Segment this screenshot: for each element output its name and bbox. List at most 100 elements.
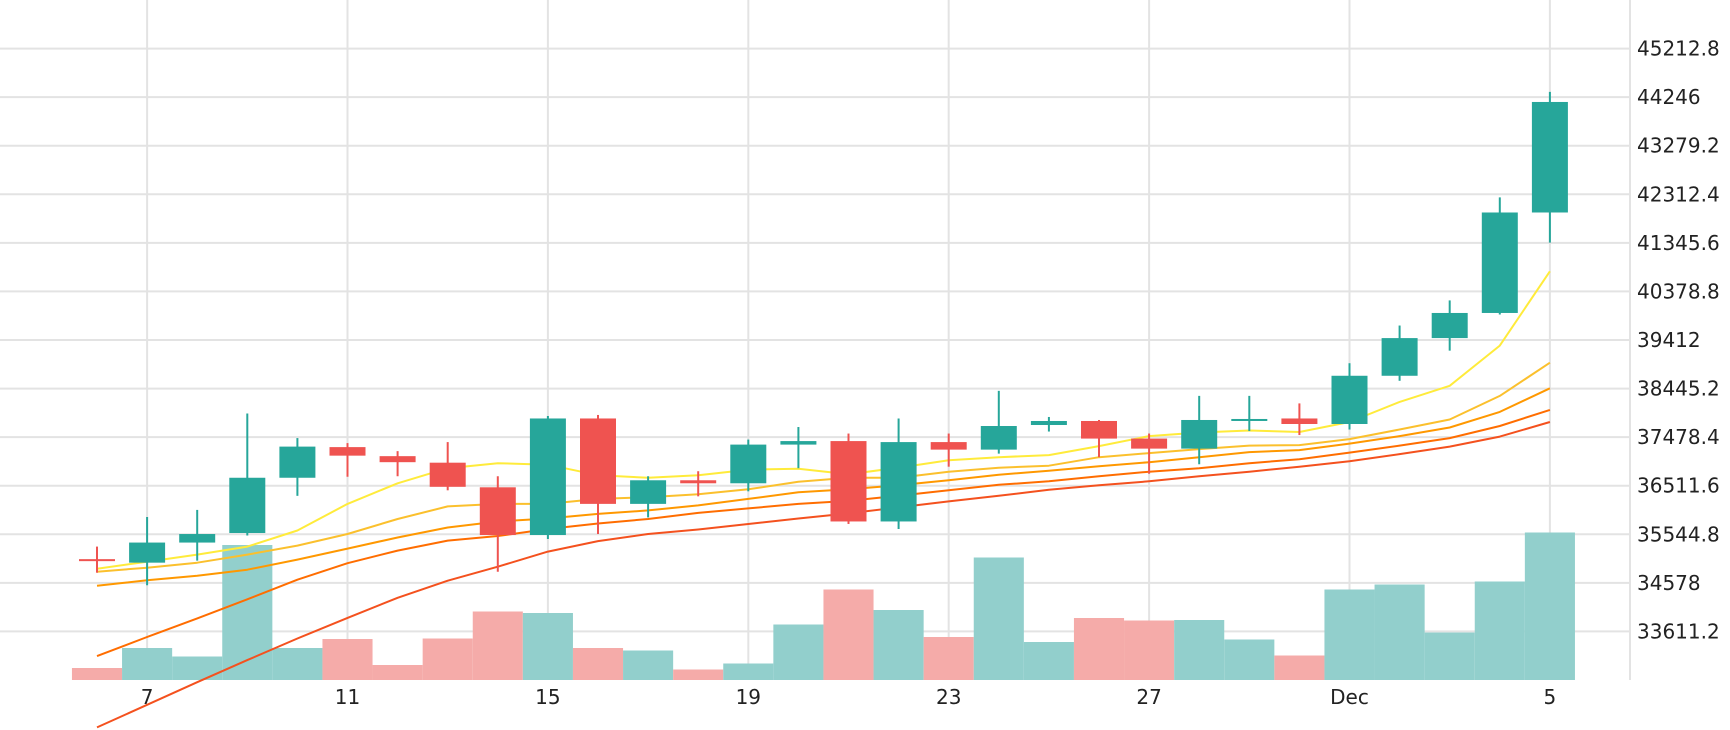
- candle-body: [1231, 418, 1268, 421]
- candle: [1030, 416, 1067, 432]
- candle-body: [1381, 338, 1418, 376]
- candle-body: [129, 542, 166, 563]
- candles: [79, 91, 1568, 586]
- candle: [980, 390, 1017, 454]
- x-tick-label: 15: [535, 685, 560, 709]
- moving-average-line: [96, 270, 1551, 570]
- y-tick-label: 34578: [1637, 571, 1701, 595]
- candle: [179, 509, 216, 561]
- candle: [129, 516, 166, 586]
- candle-body: [529, 418, 566, 536]
- volume-bar: [272, 648, 323, 680]
- volume-bar: [1524, 532, 1575, 680]
- volume-bar: [1274, 655, 1325, 680]
- y-tick-label: 45212.8: [1637, 37, 1720, 61]
- x-tick-label: Dec: [1330, 685, 1369, 709]
- x-tick-label: 11: [335, 685, 360, 709]
- volume-bar: [1424, 632, 1475, 680]
- volume-bar: [1324, 589, 1375, 680]
- candle-body: [479, 487, 516, 536]
- candle: [930, 433, 967, 467]
- candle: [780, 427, 817, 469]
- candle: [479, 476, 516, 572]
- moving-average-line: [96, 387, 1551, 587]
- volume-bar: [522, 613, 573, 680]
- volume-bar: [773, 624, 824, 680]
- candle-body: [1081, 420, 1117, 439]
- x-tick-label: 23: [936, 685, 961, 709]
- candle: [379, 451, 416, 477]
- candle-body: [1030, 420, 1067, 426]
- y-tick-label: 36511.6: [1637, 474, 1720, 498]
- volume-bar: [422, 638, 473, 680]
- candle: [279, 438, 316, 496]
- candle-body: [980, 426, 1017, 450]
- candle-body: [780, 441, 817, 445]
- volume-bar: [973, 557, 1024, 680]
- candle-body: [1131, 438, 1168, 449]
- y-tick-label: 43279.2: [1637, 134, 1720, 158]
- volume-bar: [572, 648, 624, 680]
- candle-body: [930, 442, 967, 450]
- candle-body: [1531, 101, 1568, 213]
- candle-body: [1181, 419, 1218, 449]
- volume-bar: [1073, 618, 1125, 680]
- candle-body: [429, 462, 466, 487]
- candle: [830, 433, 867, 524]
- candle: [1431, 300, 1468, 351]
- y-tick-label: 33611.2: [1637, 619, 1720, 643]
- x-tick-label: 19: [736, 685, 761, 709]
- y-tick-label: 42312.4: [1637, 182, 1720, 206]
- candle-body: [79, 559, 115, 562]
- volume-bar: [222, 545, 273, 680]
- volume-bar: [71, 668, 123, 680]
- candle: [1231, 395, 1268, 432]
- y-tick-label: 37478.4: [1637, 425, 1720, 449]
- moving-average-line: [96, 361, 1551, 573]
- volume-bar: [1474, 581, 1525, 680]
- candle: [630, 476, 667, 518]
- volume-bar: [673, 669, 724, 680]
- candle: [1481, 197, 1518, 315]
- candle: [580, 414, 616, 535]
- candle: [429, 442, 466, 491]
- candle: [1531, 91, 1568, 243]
- candle: [880, 418, 917, 530]
- candle: [329, 443, 366, 477]
- candle: [1081, 419, 1117, 458]
- volume-bar: [1174, 620, 1225, 680]
- volume-bar: [873, 610, 924, 680]
- volume-bars: [71, 532, 1575, 680]
- volume-bar: [823, 589, 874, 680]
- volume-bar: [923, 637, 974, 680]
- candle: [1131, 433, 1168, 474]
- candle: [1281, 403, 1318, 436]
- volume-bar: [1023, 642, 1074, 680]
- candle: [1181, 395, 1218, 465]
- moving-average-line: [96, 421, 1551, 729]
- candle: [79, 546, 115, 573]
- moving-average-line: [96, 408, 1551, 658]
- candle-body: [1281, 418, 1318, 425]
- y-tick-label: 41345.6: [1637, 231, 1720, 255]
- moving-average-lines: [96, 270, 1551, 729]
- x-tick-label: 5: [1544, 685, 1557, 709]
- candle-body: [379, 456, 416, 463]
- y-tick-label: 35544.8: [1637, 522, 1720, 546]
- candle-body: [279, 446, 316, 478]
- candle: [529, 415, 566, 540]
- volume-bar: [1124, 620, 1175, 680]
- candle-body: [179, 534, 216, 543]
- y-tick-label: 38445.2: [1637, 377, 1720, 401]
- candle-body: [730, 444, 767, 484]
- x-tick-label: 27: [1136, 685, 1161, 709]
- x-tick-label: 7: [141, 685, 154, 709]
- volume-bar: [372, 665, 423, 680]
- candle-body: [830, 441, 867, 522]
- candle-body: [229, 477, 266, 534]
- candle-body: [1431, 312, 1468, 339]
- candle-body: [680, 480, 717, 484]
- volume-bar: [1374, 584, 1425, 680]
